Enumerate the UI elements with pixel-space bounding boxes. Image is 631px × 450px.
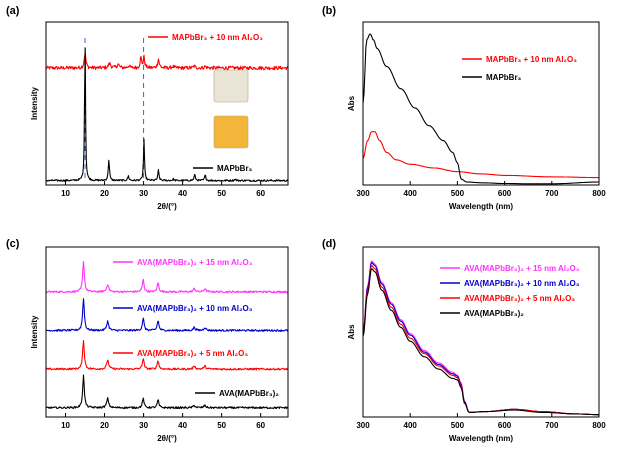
x-tick-label: 700 xyxy=(545,421,559,430)
y-axis-label: Intensity xyxy=(30,87,39,120)
plot-frame xyxy=(45,21,289,186)
series-line xyxy=(46,374,288,410)
series-line xyxy=(46,298,288,332)
x-tick-label: 10 xyxy=(61,421,70,430)
panel-label: (c) xyxy=(6,238,20,250)
film-photo-with-al2o3 xyxy=(213,69,249,103)
x-tick-label: 40 xyxy=(178,189,187,198)
x-tick-label: 600 xyxy=(498,421,512,430)
legend-label: MAPbBr₃ xyxy=(217,164,253,173)
legend-label: AVA(MAPbBr₃)₂ + 15 nm Al₂O₃ xyxy=(137,258,253,267)
series-line xyxy=(46,261,288,294)
series-line xyxy=(363,268,599,416)
series-line xyxy=(363,131,599,179)
legend-label: AVA(MAPbBr₃)₂ + 10 nm Al₂O₃ xyxy=(137,304,253,313)
x-tick-label: 500 xyxy=(451,189,465,198)
x-axis-label: Wavelength (nm) xyxy=(449,434,513,443)
x-axis-label: Wavelength (nm) xyxy=(449,202,513,211)
x-axis-label: 2θ/(°) xyxy=(157,202,177,211)
legend-label: MAPbBr₃ + 10 nm Al₂O₃ xyxy=(172,33,263,42)
panel-b: (b) 300 400 500 600 700 800 Wavelength (nm) Abs M… xyxy=(322,5,606,211)
x-tick-label: 40 xyxy=(178,421,187,430)
series-line xyxy=(46,47,288,182)
panel-a: (a) 10 20 30 40 50 60 2θ/(°) Intensity MAPbBr₃ + … xyxy=(6,5,289,211)
y-axis-label: Intensity xyxy=(30,315,39,348)
x-tick-label: 30 xyxy=(139,189,148,198)
plot-frame xyxy=(362,21,600,186)
x-tick-label: 300 xyxy=(356,189,370,198)
plot-frame xyxy=(362,246,600,418)
x-tick-label: 400 xyxy=(404,189,418,198)
legend-label: AVA(MAPbBr₃)₂ xyxy=(219,389,279,398)
panel-label: (b) xyxy=(322,5,336,17)
panel-label: (a) xyxy=(6,5,20,17)
legend-label: AVA(MAPbBr₃)₂ + 15 nm Al₂O₃ xyxy=(464,264,580,273)
panel-label: (d) xyxy=(322,238,336,250)
x-tick-label: 20 xyxy=(100,421,109,430)
x-tick-label: 800 xyxy=(592,421,606,430)
x-tick-label: 60 xyxy=(256,189,265,198)
series-line xyxy=(363,33,599,185)
legend-label: AVA(MAPbBr₃)₂ xyxy=(464,309,524,318)
series-line xyxy=(46,51,288,71)
x-axis-label: 2θ/(°) xyxy=(157,434,177,443)
film-photo-without-al2o3 xyxy=(213,115,249,149)
x-tick-label: 800 xyxy=(592,189,606,198)
x-tick-label: 20 xyxy=(100,189,109,198)
x-tick-label: 700 xyxy=(545,189,559,198)
legend-label: AVA(MAPbBr₃)₂ + 5 nm Al₂O₃ xyxy=(464,294,575,303)
x-tick-label: 10 xyxy=(61,189,70,198)
x-tick-label: 50 xyxy=(217,189,226,198)
x-tick-label: 30 xyxy=(139,421,148,430)
y-axis-label: Abs xyxy=(347,95,356,111)
x-tick-label: 60 xyxy=(256,421,265,430)
legend-label: AVA(MAPbBr₃)₂ + 10 nm Al₂O₃ xyxy=(464,279,580,288)
x-tick-label: 300 xyxy=(356,421,370,430)
x-tick-label: 600 xyxy=(498,189,512,198)
plot-frame xyxy=(45,246,289,418)
panel-c: (c) 10 20 30 40 50 60 2θ/(°) Intensity AVA(MAPbBr… xyxy=(6,238,289,443)
y-axis-label: Abs xyxy=(347,324,356,340)
panel-d: (d) 300 400 500 600 700 800 Wavelength (nm) Abs A… xyxy=(322,238,606,443)
legend-label: AVA(MAPbBr₃)₂ + 5 nm Al₂O₃ xyxy=(137,349,248,358)
x-tick-label: 50 xyxy=(217,421,226,430)
x-tick-label: 400 xyxy=(404,421,418,430)
legend-label: MAPbBr₃ xyxy=(486,73,522,82)
x-tick-label: 500 xyxy=(451,421,465,430)
legend-label: MAPbBr₃ + 10 nm Al₂O₃ xyxy=(486,55,577,64)
series-line xyxy=(46,340,288,371)
